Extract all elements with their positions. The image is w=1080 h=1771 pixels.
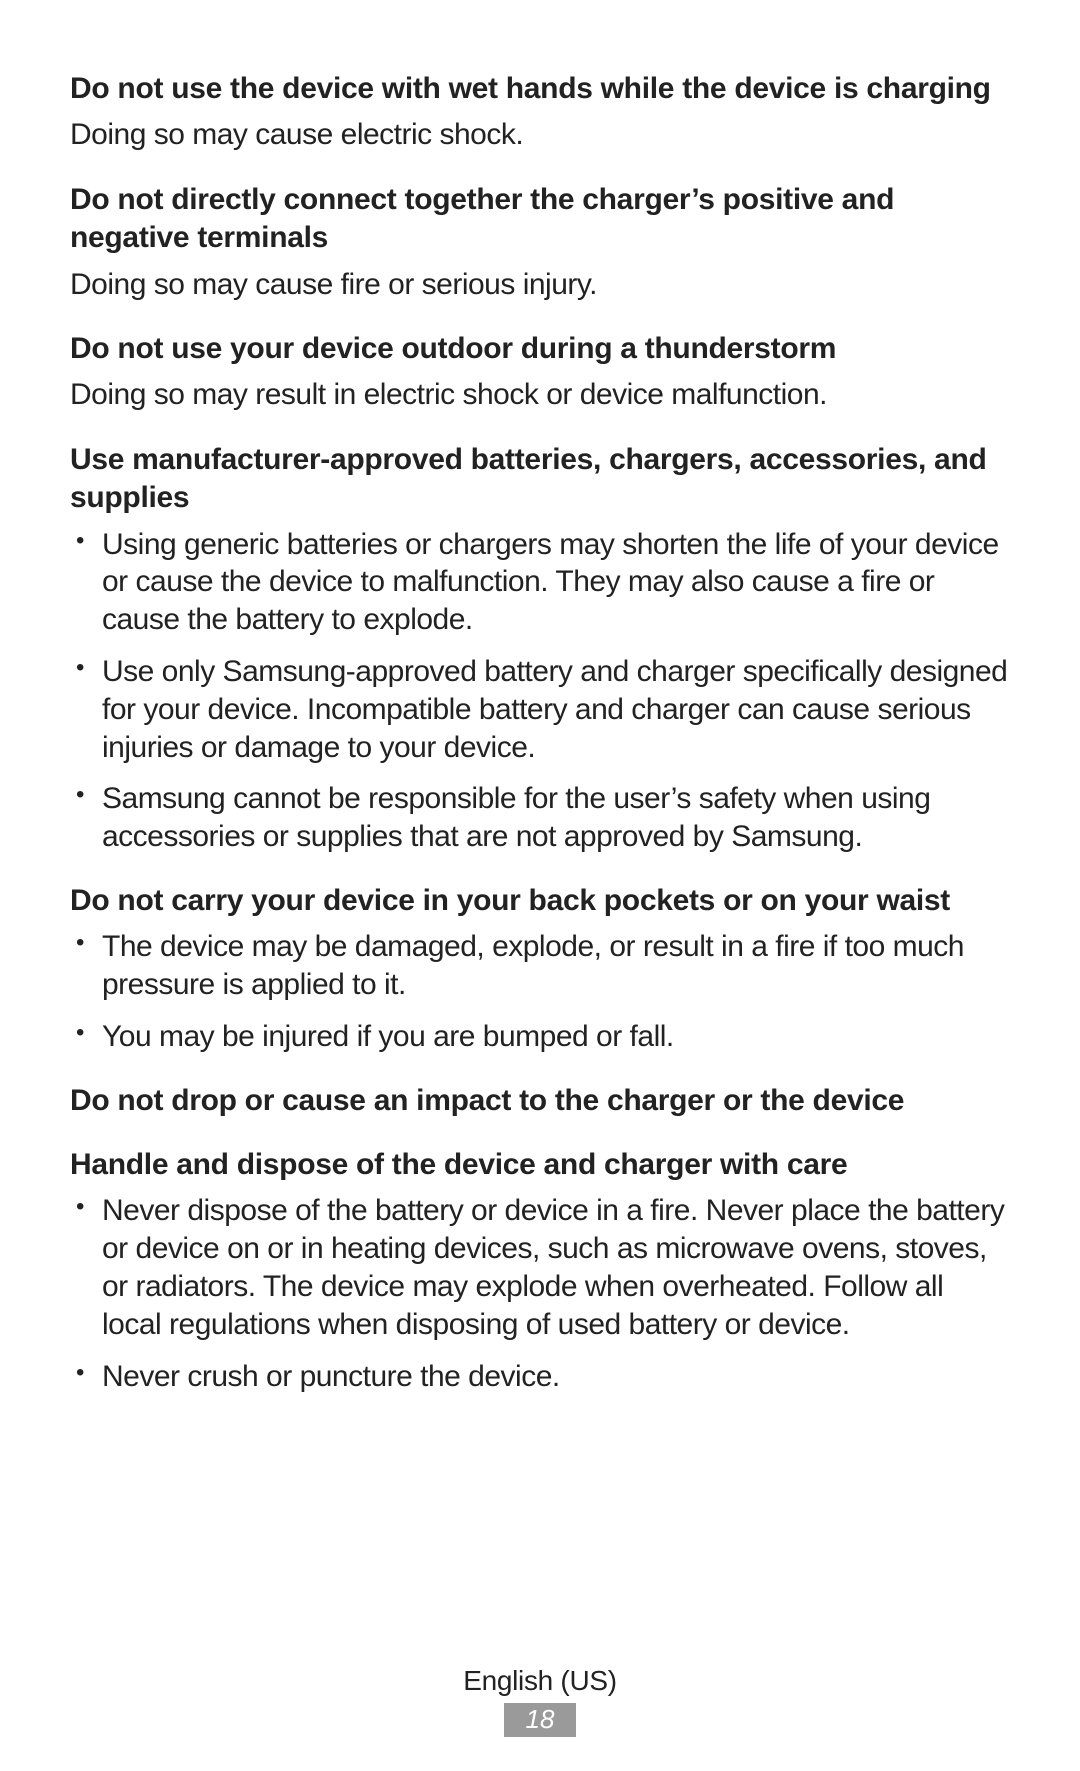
list-item: The device may be damaged, explode, or r… — [102, 928, 1010, 1004]
list-item: Samsung cannot be responsible for the us… — [102, 780, 1010, 856]
page-content: Do not use the device with wet hands whi… — [0, 0, 1080, 1395]
heading: Do not use the device with wet hands whi… — [70, 70, 1010, 108]
heading: Use manufacturer-approved batteries, cha… — [70, 441, 1010, 518]
list-item: Never dispose of the battery or device i… — [102, 1192, 1010, 1343]
section-back-pockets: Do not carry your device in your back po… — [70, 882, 1010, 1056]
list-item: Using generic batteries or chargers may … — [102, 526, 1010, 639]
body-text: Doing so may cause fire or serious injur… — [70, 266, 1010, 304]
heading: Do not use your device outdoor during a … — [70, 330, 1010, 368]
heading: Do not drop or cause an impact to the ch… — [70, 1082, 1010, 1120]
section-wet-hands: Do not use the device with wet hands whi… — [70, 70, 1010, 155]
bullet-list: Never dispose of the battery or device i… — [70, 1192, 1010, 1395]
bullet-list: Using generic batteries or chargers may … — [70, 526, 1010, 856]
page-footer: English (US) 18 — [0, 1665, 1080, 1737]
page-number: 18 — [504, 1703, 577, 1737]
body-text: Doing so may cause electric shock. — [70, 116, 1010, 154]
body-text: Doing so may result in electric shock or… — [70, 376, 1010, 414]
section-handle-dispose: Handle and dispose of the device and cha… — [70, 1146, 1010, 1395]
section-approved: Use manufacturer-approved batteries, cha… — [70, 441, 1010, 856]
section-terminals: Do not directly connect together the cha… — [70, 181, 1010, 304]
bullet-list: The device may be damaged, explode, or r… — [70, 928, 1010, 1055]
section-thunderstorm: Do not use your device outdoor during a … — [70, 330, 1010, 415]
footer-language: English (US) — [0, 1665, 1080, 1697]
list-item: Never crush or puncture the device. — [102, 1358, 1010, 1396]
heading: Do not directly connect together the cha… — [70, 181, 1010, 258]
heading: Handle and dispose of the device and cha… — [70, 1146, 1010, 1184]
list-item: You may be injured if you are bumped or … — [102, 1018, 1010, 1056]
heading: Do not carry your device in your back po… — [70, 882, 1010, 920]
section-drop-impact: Do not drop or cause an impact to the ch… — [70, 1082, 1010, 1120]
list-item: Use only Samsung-approved battery and ch… — [102, 653, 1010, 766]
